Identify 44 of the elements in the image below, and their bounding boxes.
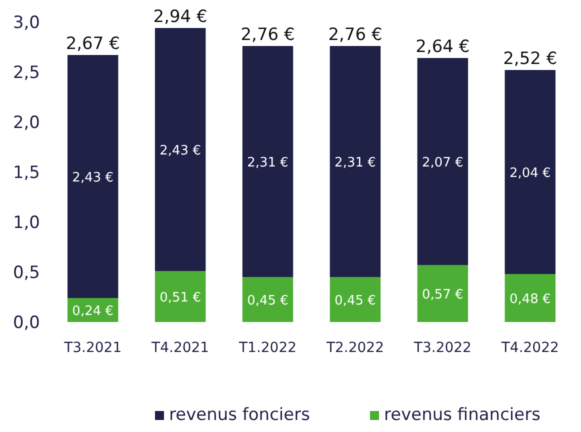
x-tick-label: T4.2022 [500,340,559,356]
bar [242,277,294,322]
bar [154,28,206,271]
data-label: 0,48 € [509,292,551,307]
bar [417,265,468,322]
legend-label: revenus financiers [384,405,541,425]
y-tick-label: 3,0 [12,13,40,33]
data-label: 0,51 € [160,290,201,306]
data-label: 2,43 € [160,144,201,158]
y-tick-label: 1,0 [12,213,40,233]
bar [504,274,556,322]
data-label: 0,45 € [247,294,288,308]
bar [67,55,118,298]
x-tick-label: T1.2022 [238,340,297,356]
bar [242,46,294,277]
legend-label: revenus fonciers [169,405,310,425]
y-tick-label: 2,5 [12,63,40,83]
bar [330,277,381,322]
bar [154,271,206,322]
data-label: 0,24 € [72,304,114,319]
total-label: 2,67 € [66,34,120,54]
data-label: 2,07 € [422,156,464,170]
x-tick-label: T3.2022 [412,340,472,356]
x-tick-label: T3.2021 [63,340,122,356]
data-label: 2,31 € [334,156,376,170]
y-tick-label: 2,0 [12,113,40,133]
total-label: 2,76 € [328,25,382,45]
total-label: 2,52 € [503,49,558,69]
data-label: 2,31 € [247,156,288,170]
bar [330,46,381,277]
data-label: 0,57 € [422,288,464,302]
x-tick-label: T4.2021 [150,340,210,356]
bar [504,70,556,274]
data-label: 0,45 € [334,294,376,308]
data-label: 2,43 € [72,170,114,186]
total-label: 2,64 € [416,37,470,57]
bar [417,58,468,265]
y-tick-label: 0,5 [12,263,40,283]
data-label: 2,04 € [509,166,551,181]
total-label: 2,94 € [153,7,208,27]
y-tick-label: 1,5 [12,163,40,183]
total-label: 2,76 € [240,25,295,45]
x-tick-label: T2.2022 [325,340,384,356]
y-tick-label: 0,0 [12,313,40,333]
